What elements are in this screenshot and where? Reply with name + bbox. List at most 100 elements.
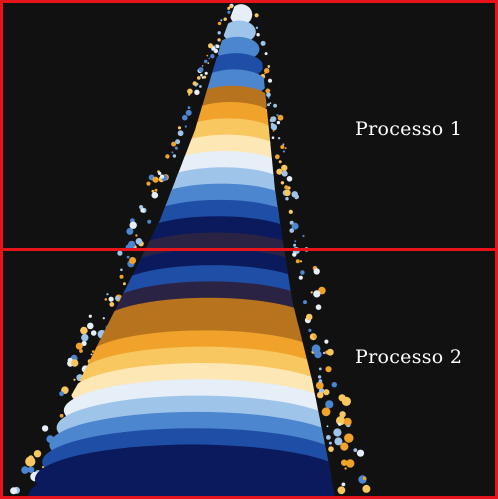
fractal-speck (291, 191, 298, 198)
fractal-speck (311, 344, 321, 354)
fractal-speck (59, 413, 64, 418)
fractal-speck (265, 88, 271, 94)
fractal-speck (340, 442, 349, 451)
fractal-speck (185, 109, 192, 116)
fractal-speck (292, 252, 297, 257)
fractal-speck (316, 391, 324, 399)
fractal-speck (356, 449, 365, 457)
fractal-bands (28, 4, 335, 499)
fractal-speck (267, 78, 273, 83)
fractal-speck (344, 433, 354, 443)
fractal-speck (291, 222, 299, 230)
fractal-speck (187, 106, 191, 109)
fractal-speck (326, 425, 329, 428)
fractal-speck (274, 154, 280, 160)
fractal-speck (25, 456, 36, 467)
fractal-speck (298, 275, 303, 280)
fractal-speck (157, 171, 162, 176)
fractal-speck (159, 174, 165, 179)
fractal-speck (294, 240, 297, 243)
fractal-speck (229, 4, 233, 9)
fractal-speck (201, 65, 204, 67)
fractal-speck (254, 13, 259, 18)
fractal-band (229, 4, 253, 26)
fractal-speck (206, 54, 209, 57)
fractal-speck (362, 476, 367, 481)
fractal-speck (338, 422, 342, 426)
fractal-speck (264, 72, 266, 75)
fractal-speck (177, 126, 182, 130)
fractal-speck (119, 274, 124, 279)
fractal-speck (87, 322, 94, 330)
fractal-fringe (10, 3, 371, 497)
fractal-speck (90, 330, 97, 336)
fractal-speck (154, 188, 158, 192)
fractal-speck (102, 317, 105, 320)
fractal-speck (282, 143, 285, 146)
fractal-speck (171, 141, 177, 147)
fractal-speck (325, 400, 334, 409)
fractal-speck (108, 296, 114, 302)
fractal-speck (213, 48, 219, 54)
fractal-speck (175, 139, 181, 145)
fractal-speck (192, 81, 197, 86)
fractal-speck (91, 350, 95, 353)
fractal-speck (260, 40, 266, 46)
fractal-speck (201, 76, 205, 79)
fractal-speck (278, 160, 282, 164)
fractal-speck (140, 208, 145, 213)
fractal-speck (276, 114, 279, 117)
fractal-speck (304, 247, 309, 252)
fractal-speck (208, 43, 213, 49)
fractal-speck (129, 257, 137, 264)
fractal-speck (88, 314, 92, 318)
fractal-speck (223, 17, 227, 21)
fractal-speck (59, 391, 64, 397)
fractal-speck (299, 260, 303, 263)
fractal-speck (27, 466, 35, 474)
fractal-speck (198, 67, 204, 73)
fractal-speck (289, 228, 295, 233)
fractal-speck (326, 348, 334, 356)
fractal-speck (184, 125, 187, 128)
fractal-speck (321, 407, 331, 417)
fractal-speck (341, 482, 346, 487)
fractal-speck (271, 136, 275, 139)
fractal-speck (308, 328, 312, 332)
fractal-speck (204, 71, 208, 75)
fractal-speck (75, 342, 83, 350)
fractal-speck (194, 89, 200, 96)
fractal-speck (272, 129, 275, 132)
fractal-speck (210, 54, 215, 59)
fractal-speck (322, 351, 326, 355)
fractal-speck (255, 26, 259, 29)
fractal-speck (109, 302, 115, 307)
fractal-speck (79, 349, 83, 353)
fractal-speck (187, 88, 193, 95)
fractal-speck (104, 298, 108, 301)
fractal-speck (21, 466, 29, 474)
fractal-speck (343, 417, 352, 426)
fractal-speck (146, 181, 151, 186)
fractal-speck (171, 151, 174, 154)
fractal-speck (293, 243, 297, 247)
fractal-speck (217, 31, 221, 35)
fractal-speck (73, 378, 76, 381)
fractal-speck (200, 73, 203, 77)
fractal-speck (315, 381, 324, 390)
fractal-speck (266, 92, 271, 98)
fractal-speck (323, 389, 330, 396)
fractal-speck (285, 197, 289, 201)
fractal-speck (182, 114, 188, 121)
fractal-speck (277, 137, 281, 140)
fractal-speck (117, 250, 123, 256)
fractal-speck (362, 484, 371, 493)
fractal-speck (197, 76, 201, 80)
fractal-speck (129, 221, 137, 229)
fractal-speck (346, 459, 355, 468)
fractal-speck (295, 259, 300, 264)
fractal-speck (199, 85, 202, 88)
fractal-speck (270, 116, 277, 122)
fractal-speck (151, 191, 159, 199)
